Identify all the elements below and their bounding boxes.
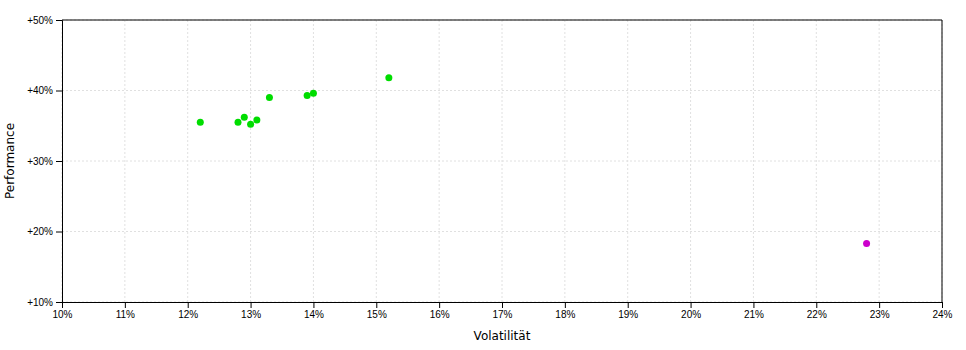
tick-mark <box>942 302 943 308</box>
point <box>310 90 317 97</box>
tick: 16% <box>430 302 450 320</box>
plot: 10% 11% 12% 13% 14% 15% 16% 17% 18% 19% 20% 21% 22% 2… <box>27 15 952 320</box>
point <box>235 119 242 126</box>
y-axis-title: Performance <box>3 123 17 199</box>
point <box>253 117 260 124</box>
tick-mark <box>376 302 377 308</box>
tick: 17% <box>492 302 512 320</box>
series <box>863 240 870 247</box>
series <box>197 74 393 128</box>
tick: +10% <box>27 297 62 308</box>
point <box>863 240 870 247</box>
tick-mark <box>56 161 62 162</box>
frame <box>942 20 943 302</box>
tick: 18% <box>555 302 575 320</box>
tick-mark <box>125 302 126 308</box>
tick-mark <box>56 302 62 303</box>
grid-line <box>62 161 942 162</box>
tick-mark <box>313 302 314 308</box>
tick-label: 18% <box>555 309 575 320</box>
tick-mark <box>502 302 503 308</box>
tick: 22% <box>807 302 827 320</box>
tick-label: 17% <box>492 309 512 320</box>
points <box>197 74 870 247</box>
x-axis: 10% 11% 12% 13% 14% 15% 16% 17% 18% 19% 20% 21% 22% 2… <box>52 302 952 320</box>
tick-label: 19% <box>618 309 638 320</box>
point <box>266 94 273 101</box>
grid-line <box>313 20 314 302</box>
axis-line <box>56 21 63 303</box>
tick: 20% <box>681 302 701 320</box>
axis-line <box>63 303 943 309</box>
point <box>241 114 248 121</box>
grid-line <box>753 20 754 302</box>
tick: 24% <box>932 302 952 320</box>
tick-label: +50% <box>27 15 53 26</box>
tick: 10% <box>52 302 72 320</box>
tick-label: 21% <box>744 309 764 320</box>
tick-mark <box>691 302 692 308</box>
point <box>197 119 204 126</box>
grid <box>62 20 942 302</box>
tick: 14% <box>304 302 324 320</box>
point <box>385 74 392 81</box>
tick-mark <box>56 20 62 21</box>
tick-label: +40% <box>27 85 53 96</box>
tick-label: 12% <box>178 309 198 320</box>
tick: 19% <box>618 302 638 320</box>
tick: +50% <box>27 15 62 26</box>
tick-mark <box>565 302 566 308</box>
x-axis-title: Volatilität <box>474 329 531 343</box>
tick-label: +10% <box>27 297 53 308</box>
tick-label: 23% <box>870 309 890 320</box>
tick: 15% <box>367 302 387 320</box>
grid-line <box>62 90 942 91</box>
tick-label: 13% <box>241 309 261 320</box>
tick-label: +20% <box>27 226 53 237</box>
tick: 12% <box>178 302 198 320</box>
y-axis: +10% +20% +30% +40% +50% <box>27 15 62 308</box>
tick: 11% <box>116 302 135 320</box>
point <box>304 92 311 99</box>
grid-line <box>942 20 943 302</box>
point <box>247 121 254 128</box>
tick-label: 15% <box>367 309 387 320</box>
grid-line <box>62 231 942 232</box>
tick-mark <box>753 302 754 308</box>
tick: 21% <box>744 302 764 320</box>
tick-mark <box>56 91 62 92</box>
tick-label: 22% <box>807 309 827 320</box>
tick: 13% <box>241 302 261 320</box>
tick-label: +30% <box>27 156 53 167</box>
tick-label: 24% <box>932 309 952 320</box>
grid-line <box>564 20 565 302</box>
frame <box>62 20 942 21</box>
chart: 10% 11% 12% 13% 14% 15% 16% 17% 18% 19% 20% 21% 22% 2… <box>0 0 966 350</box>
grid-line <box>124 20 125 302</box>
tick-label: 14% <box>304 309 324 320</box>
tick-mark <box>439 302 440 308</box>
tick-mark <box>251 302 252 308</box>
tick: +20% <box>27 226 62 237</box>
grid-line <box>62 20 942 21</box>
tick-mark <box>188 302 189 308</box>
tick: +40% <box>27 85 62 96</box>
tick: +30% <box>27 156 62 167</box>
tick-mark <box>879 302 880 308</box>
tick-label: 16% <box>430 309 450 320</box>
tick-mark <box>816 302 817 308</box>
tick-mark <box>56 232 62 233</box>
tick-label: 20% <box>681 309 701 320</box>
tick-label: 11% <box>116 309 135 320</box>
tick-mark <box>628 302 629 308</box>
tick-label: 10% <box>52 309 72 320</box>
tick: 23% <box>870 302 890 320</box>
